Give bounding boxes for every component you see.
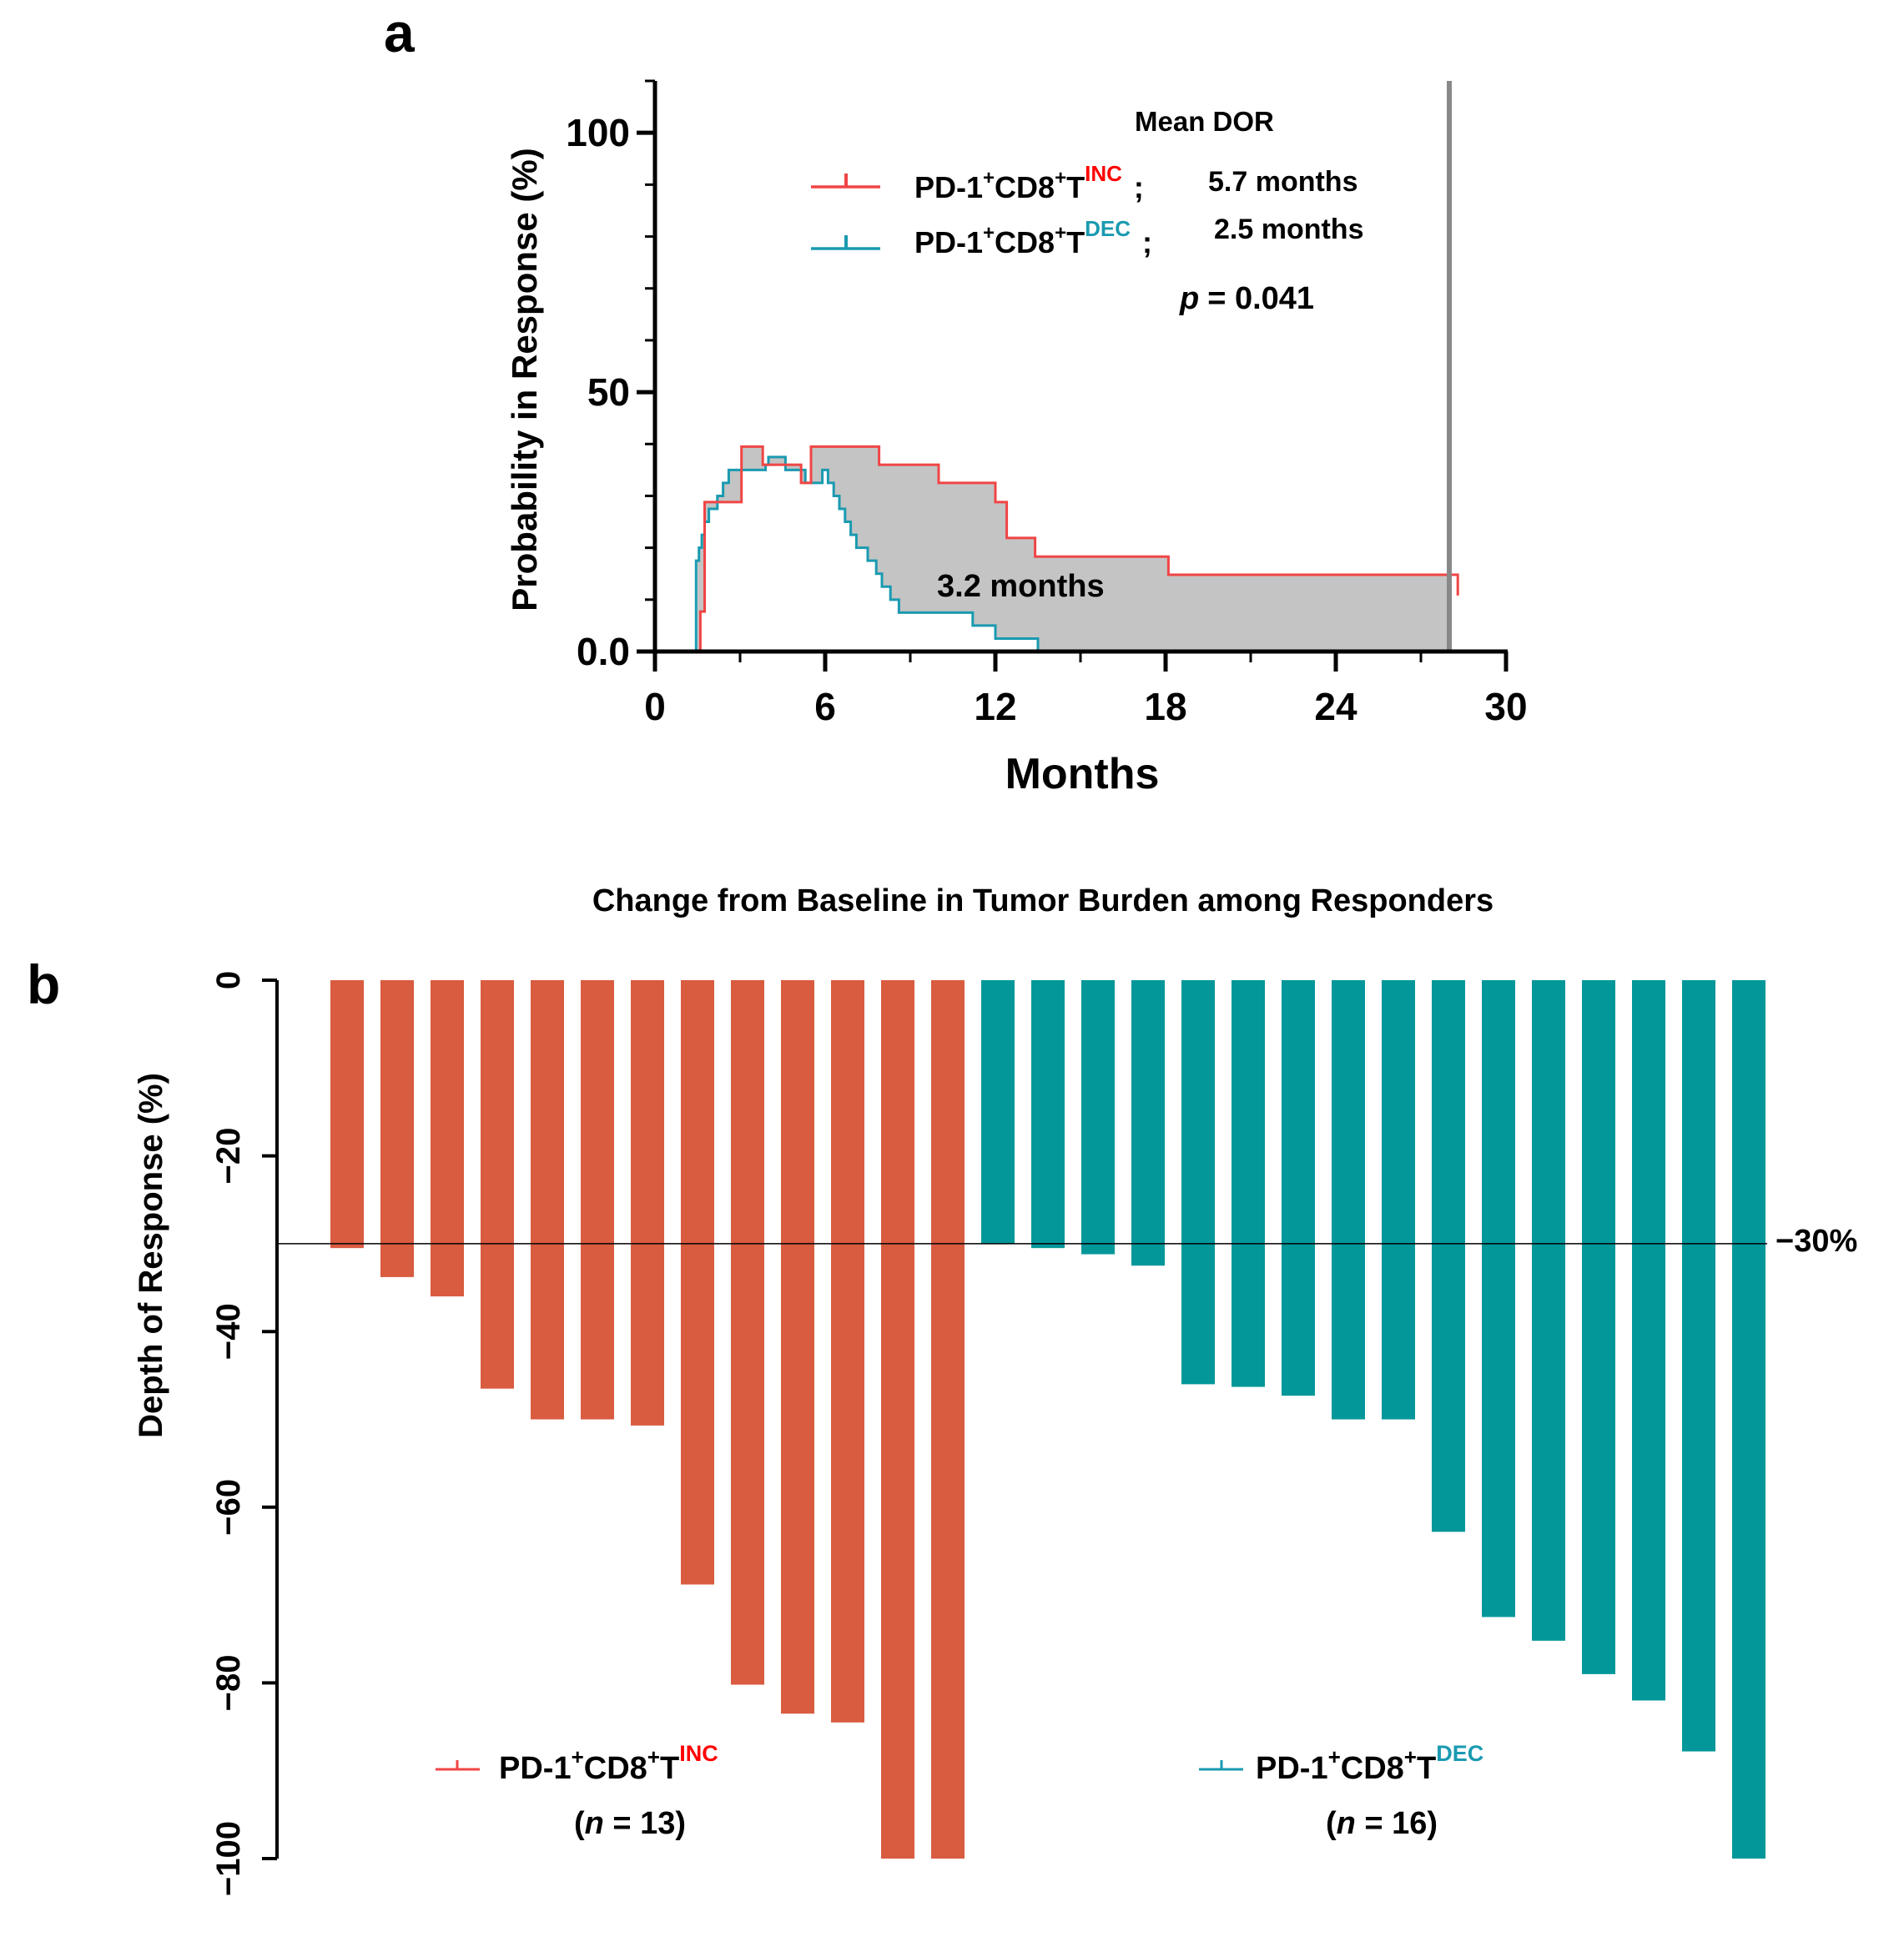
legend-label-dec: PD-1+CD8+TDEC: [1256, 1741, 1483, 1786]
bar-inc: [631, 980, 664, 1426]
legend-entry-inc: PD-1+CD8+TINC; 5.7 months: [811, 161, 1357, 204]
x-tick-label: 18: [1144, 685, 1186, 728]
bar-dec: [1532, 980, 1565, 1641]
bar-inc: [431, 980, 464, 1297]
panel-a-label: a: [384, 2, 416, 63]
y-axis-title: Depth of Response (%): [133, 1073, 169, 1438]
x-tick-label: 24: [1314, 685, 1357, 728]
legend-label-inc: PD-1+CD8+TINC: [499, 1741, 718, 1786]
y-axis-title: Probability in Response (%): [505, 148, 544, 611]
legend-value-inc: 5.7 months: [1208, 166, 1357, 198]
p-value: p = 0.041: [1179, 281, 1314, 316]
survival-curve-dec: [655, 455, 1123, 653]
bar-dec: [1282, 980, 1315, 1396]
bar-dec: [1131, 980, 1165, 1266]
bar-dec: [1382, 980, 1415, 1420]
legend-label-dec: PD-1+CD8+TDEC;: [914, 216, 1152, 259]
bar-inc: [380, 980, 414, 1277]
y-tick-label: −60: [210, 1479, 247, 1536]
bar-dec: [1732, 980, 1765, 1859]
legend-n-inc: (n = 13): [574, 1806, 686, 1841]
bar-dec: [1181, 980, 1215, 1385]
x-tick-label: 6: [814, 685, 836, 728]
bar-inc: [531, 980, 564, 1420]
y-tick-label: −100: [210, 1821, 247, 1896]
legend-entry-dec: PD-1+CD8+TDEC (n = 16): [1199, 1741, 1483, 1841]
bar-dec: [1632, 980, 1665, 1701]
y-tick-label: −40: [210, 1303, 247, 1360]
legend-tag-inc: INC: [1085, 161, 1122, 186]
y-tick-label: 50: [587, 370, 630, 414]
y-tick-label: −20: [210, 1128, 247, 1185]
panel-b-label: b: [27, 953, 60, 1015]
bar-inc: [681, 980, 714, 1585]
plot-area: 0.0 50 100 0 6 12 18 24 30: [566, 79, 1528, 728]
waterfall-panel: b Change from Baseline in Tumor Burden a…: [27, 883, 1857, 1896]
bar-inc: [581, 980, 614, 1420]
bar-dec: [1482, 980, 1515, 1618]
bar-dec: [1582, 980, 1615, 1674]
bar-inc: [781, 980, 814, 1714]
bar-inc: [931, 980, 965, 1859]
y-tick-label: −80: [210, 1654, 247, 1711]
legend-tag-inc: INC: [679, 1741, 718, 1766]
bar-inc: [481, 980, 514, 1389]
plot-area: 0 −20 −40 −60 −80 −100: [210, 971, 1767, 1896]
bar-dec: [1232, 980, 1265, 1387]
x-tick-label: 12: [974, 685, 1016, 728]
kaplan-meier-panel: a 0.0 50 100 0 6 12 18 24 30 Months Probability …: [384, 2, 1528, 798]
legend-title: Mean DOR: [1135, 106, 1274, 137]
bar-dec: [1682, 980, 1715, 1752]
threshold-label: −30%: [1776, 1224, 1857, 1259]
legend-entry-inc: PD-1+CD8+TINC (n = 13): [436, 1741, 718, 1841]
x-axis-title: Months: [1005, 750, 1160, 798]
y-tick-label: 0.0: [577, 630, 630, 673]
x-tick-label: 0: [644, 685, 666, 728]
legend-value-dec: 2.5 months: [1214, 214, 1363, 245]
chart-title: Change from Baseline in Tumor Burden amo…: [592, 883, 1493, 918]
bar-inc: [881, 980, 914, 1859]
legend-label-inc: PD-1+CD8+TINC;: [914, 161, 1144, 204]
bar-inc: [731, 980, 764, 1685]
bar-dec: [1031, 980, 1065, 1249]
bar-dec: [1081, 980, 1115, 1255]
bar-inc: [330, 980, 364, 1249]
bar-dec: [1432, 980, 1465, 1532]
legend-entry-dec: PD-1+CD8+TDEC; 2.5 months: [811, 214, 1363, 259]
bar-inc: [831, 980, 864, 1723]
y-tick-label: 0: [210, 971, 247, 989]
legend-tag-dec: DEC: [1085, 216, 1131, 241]
y-tick-label: 100: [566, 111, 630, 154]
legend-n-dec: (n = 16): [1326, 1806, 1438, 1841]
bar-dec: [1332, 980, 1365, 1420]
difference-shading: [698, 446, 1449, 652]
shaded-difference-label: 3.2 months: [937, 569, 1105, 604]
bar-dec: [981, 980, 1015, 1244]
x-tick-label: 30: [1484, 685, 1527, 728]
legend-tag-dec: DEC: [1436, 1741, 1483, 1766]
survival-curve-inc: [655, 445, 1459, 653]
